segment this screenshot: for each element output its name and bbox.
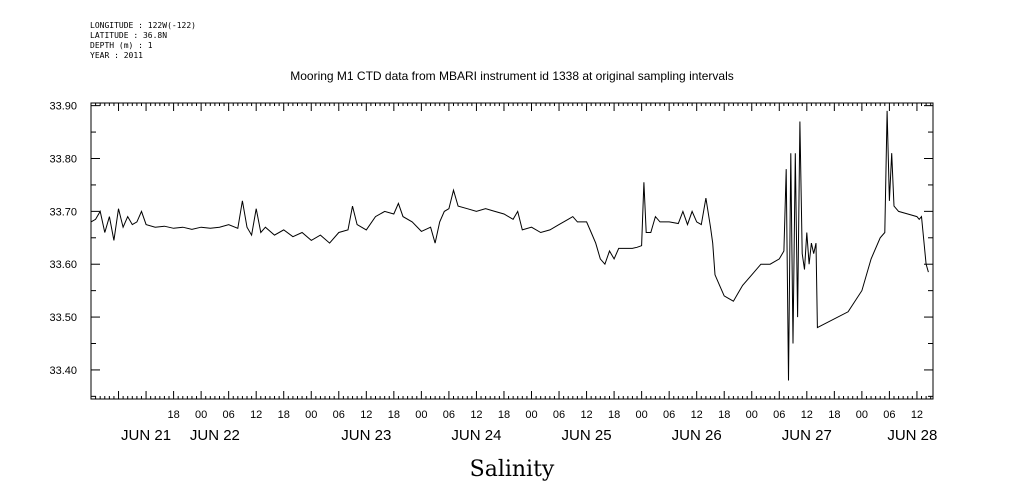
x-tick-label: 12: [470, 409, 482, 421]
x-tick-label: 00: [856, 409, 868, 421]
x-tick-label: 00: [525, 409, 537, 421]
y-tick-label: 33.60: [49, 259, 77, 271]
y-tick-label: 33.40: [49, 365, 77, 377]
x-tick-label: 12: [360, 409, 372, 421]
x-tick-label: 12: [911, 409, 923, 421]
x-tick-label: 00: [305, 409, 317, 421]
x-day-label: JUN 21: [121, 427, 171, 444]
x-tick-label: 18: [498, 409, 510, 421]
x-tick-label: 00: [415, 409, 427, 421]
longitude-label: LONGITUDE : 122W(-122): [90, 21, 196, 30]
x-tick-label: 12: [801, 409, 813, 421]
y-tick-label: 33.80: [49, 154, 77, 166]
x-tick-label: 06: [223, 409, 235, 421]
y-tick-label: 33.90: [49, 101, 77, 113]
x-tick-label: 12: [580, 409, 592, 421]
x-tick-label: 18: [278, 409, 290, 421]
x-day-label: JUN 22: [190, 427, 240, 444]
x-tick-label: 06: [883, 409, 895, 421]
x-tick-label: 18: [828, 409, 840, 421]
x-day-label: JUN 26: [672, 427, 722, 444]
x-tick-label: 06: [443, 409, 455, 421]
y-tick-label: 33.70: [49, 206, 77, 218]
x-tick-label: 18: [388, 409, 400, 421]
salinity-series-line: [90, 110, 929, 381]
x-axis: 18 00 06 12 18 00 06 12 18 00 06 12 18 00 06 12 18 00 06 12…: [90, 103, 937, 444]
x-tick-label: 06: [773, 409, 785, 421]
chart-title: Mooring M1 CTD data from MBARI instrumen…: [290, 69, 734, 83]
depth-label: DEPTH (m) : 1: [90, 41, 153, 50]
plot-frame: [90, 102, 934, 400]
x-day-label: JUN 28: [887, 427, 937, 444]
x-axis-label: Salinity: [470, 457, 555, 482]
x-tick-label: 00: [636, 409, 648, 421]
x-tick-label: 18: [167, 409, 179, 421]
x-tick-label: 06: [553, 409, 565, 421]
x-day-label: JUN 23: [341, 427, 391, 444]
x-day-label: JUN 27: [782, 427, 832, 444]
x-day-label: JUN 25: [562, 427, 612, 444]
x-tick-label: 12: [250, 409, 262, 421]
x-day-label: JUN 24: [451, 427, 501, 444]
metadata-block: LONGITUDE : 122W(-122) LATITUDE : 36.8N …: [90, 21, 196, 61]
x-tick-label: 18: [718, 409, 730, 421]
y-tick-label: 33.50: [49, 312, 77, 324]
x-tick-label: 00: [746, 409, 758, 421]
x-tick-label: 06: [663, 409, 675, 421]
year-label: YEAR : 2011: [90, 51, 143, 60]
y-axis: 33.40 33.50 33.60 33.70 33.80 33.90: [49, 101, 933, 397]
x-tick-label: 00: [195, 409, 207, 421]
x-tick-label: 06: [333, 409, 345, 421]
x-tick-label: 18: [608, 409, 620, 421]
latitude-label: LATITUDE : 36.8N: [90, 31, 168, 40]
x-tick-label: 12: [691, 409, 703, 421]
